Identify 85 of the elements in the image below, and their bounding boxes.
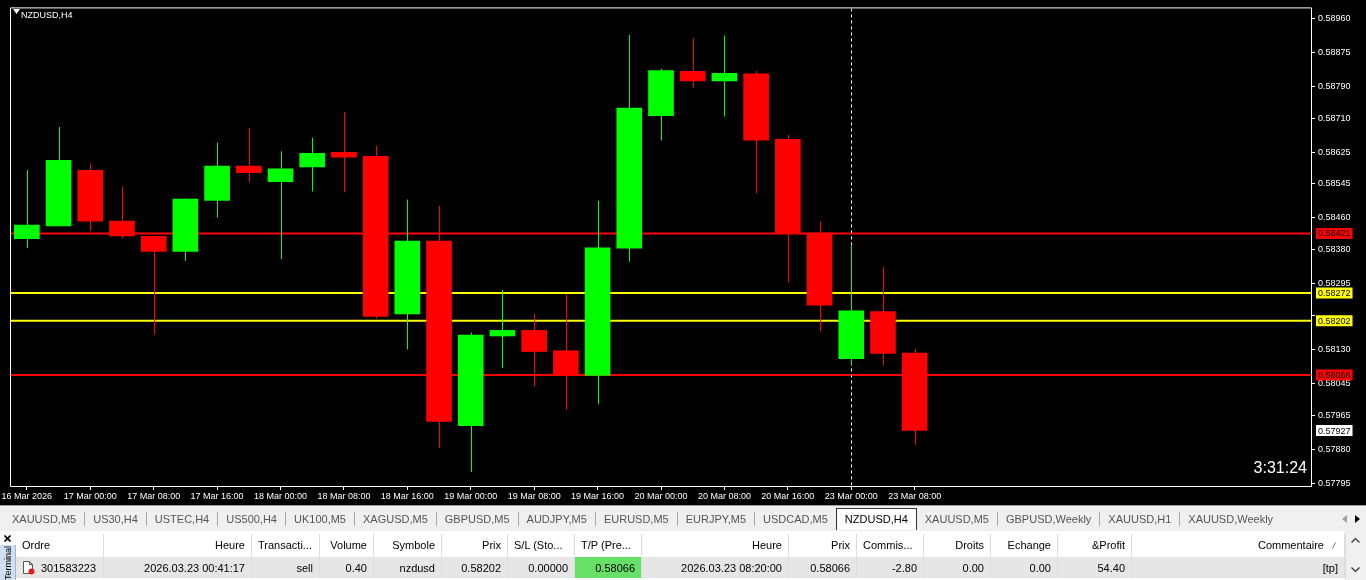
category-label: Symbole [391, 539, 436, 551]
y-tick-label: 0.58790 [1318, 80, 1351, 91]
y-tick-label: 0.58295 [1318, 278, 1351, 289]
text: 301583223 [41, 561, 97, 574]
text: 0.00000 [528, 561, 568, 574]
x-tick-label: 18 Mar 08:00 [317, 490, 371, 501]
text: -2.80 [891, 561, 917, 574]
candlestick [331, 112, 357, 193]
category-label: Prix [481, 539, 502, 551]
x-tick-label: 20 Mar 16:00 [761, 490, 815, 501]
category-label: S/L (Sto... [513, 539, 564, 551]
y-tick-label: 0.57965 [1318, 409, 1351, 420]
text: UK100,M5 [293, 512, 347, 527]
text: 0.58066 [810, 561, 850, 574]
text: [tp] [1322, 561, 1338, 574]
y-tick-label: 0.58130 [1318, 344, 1351, 355]
ref-line-label: 0.58202 [1318, 315, 1351, 326]
x-tick-label: 19 Mar 16:00 [571, 490, 625, 501]
category-label: T/P (Pre... [580, 539, 632, 551]
text: 2026.03.23 00:41:17 [144, 561, 245, 574]
text: XAUUSD,M5 [11, 512, 78, 527]
text: XAUUSD,H1 [1107, 512, 1173, 527]
text: EURUSD,M5 [602, 512, 670, 527]
text: sell [296, 561, 313, 574]
x-tick-label: 16 Mar 2026 [1, 490, 53, 501]
x-tick-label: 17 Mar 08:00 [127, 490, 181, 501]
category-label: Volume [329, 539, 368, 551]
y-tick-label: 0.58875 [1318, 46, 1351, 57]
text: USDCAD,M5 [762, 512, 829, 527]
y-tick-label: 0.58545 [1318, 178, 1351, 189]
ref-line-label: 0.58066 [1318, 370, 1351, 381]
x-tick-label: 17 Mar 16:00 [190, 490, 244, 501]
y-tick-label: 0.57795 [1318, 477, 1351, 488]
ref-line-label: 0.58421 [1318, 228, 1351, 239]
category-label: Prix [830, 539, 851, 551]
text: 0.00 [962, 561, 984, 574]
text: XAUUSD,Weekly [1187, 512, 1275, 527]
y-tick-label: 0.58380 [1318, 244, 1351, 255]
x-tick-label: 19 Mar 08:00 [507, 490, 561, 501]
text: XAUUSD,M5 [923, 512, 990, 527]
y-tick-label: 0.58460 [1318, 212, 1351, 223]
x-tick-label: 23 Mar 00:00 [824, 490, 878, 501]
x-tick-label: 20 Mar 00:00 [634, 490, 688, 501]
category-label: &Profit [1091, 539, 1126, 551]
text: EURJPY,M5 [684, 512, 748, 527]
x-tick-label: 23 Mar 08:00 [888, 490, 942, 501]
category-label: Ordre [21, 539, 52, 551]
y-tick-label: 0.57880 [1318, 443, 1351, 454]
text: Terminal [2, 545, 14, 580]
text: XAGUSD,M5 [362, 512, 429, 527]
text: USTEC,H4 [153, 512, 211, 527]
text: GBPUSD,Weekly [1004, 512, 1093, 527]
text: 54.40 [1097, 561, 1125, 574]
x-tick-label: 17 Mar 00:00 [63, 490, 117, 501]
text: 0.40 [345, 561, 367, 574]
x-tick-label: 18 Mar 00:00 [253, 490, 308, 501]
ref-line-label: 0.58272 [1318, 287, 1351, 298]
text: NZDUSD,H4 [835, 508, 917, 530]
x-tick-label: 19 Mar 00:00 [444, 490, 498, 501]
text: 0.57927 [1318, 425, 1351, 436]
y-tick-label: 0.58960 [1318, 12, 1351, 23]
text: AUDJPY,M5 [525, 512, 588, 527]
text: GBPUSD,M5 [443, 512, 511, 527]
category-label: Heure [214, 539, 246, 551]
text: US500,H4 [225, 512, 278, 527]
x-tick-label: 20 Mar 08:00 [697, 490, 751, 501]
candlestick [711, 35, 738, 117]
category-label: Heure [751, 539, 783, 551]
text: 0.58066 [595, 561, 635, 574]
x-tick-label: 18 Mar 16:00 [380, 490, 434, 501]
text: 0.58202 [461, 561, 501, 574]
chart-title: NZDUSD,H4 [21, 9, 73, 20]
text: nzdusd [399, 561, 435, 574]
category-label: Commis... [862, 539, 914, 551]
text: 0.00 [1029, 561, 1051, 574]
y-tick-label: 0.58710 [1318, 112, 1351, 123]
category-label: Transacti... [257, 539, 313, 551]
category-label: Droits [954, 539, 985, 551]
text: 2026.03.23 08:20:00 [681, 561, 782, 574]
annotation: 3:31:24 [1253, 459, 1308, 476]
text: US30,H4 [92, 512, 139, 527]
candlestick [489, 290, 516, 368]
y-tick-label: 0.58625 [1318, 146, 1351, 157]
category-label: Commentaire [1256, 539, 1325, 551]
category-label: Echange [1006, 539, 1052, 551]
